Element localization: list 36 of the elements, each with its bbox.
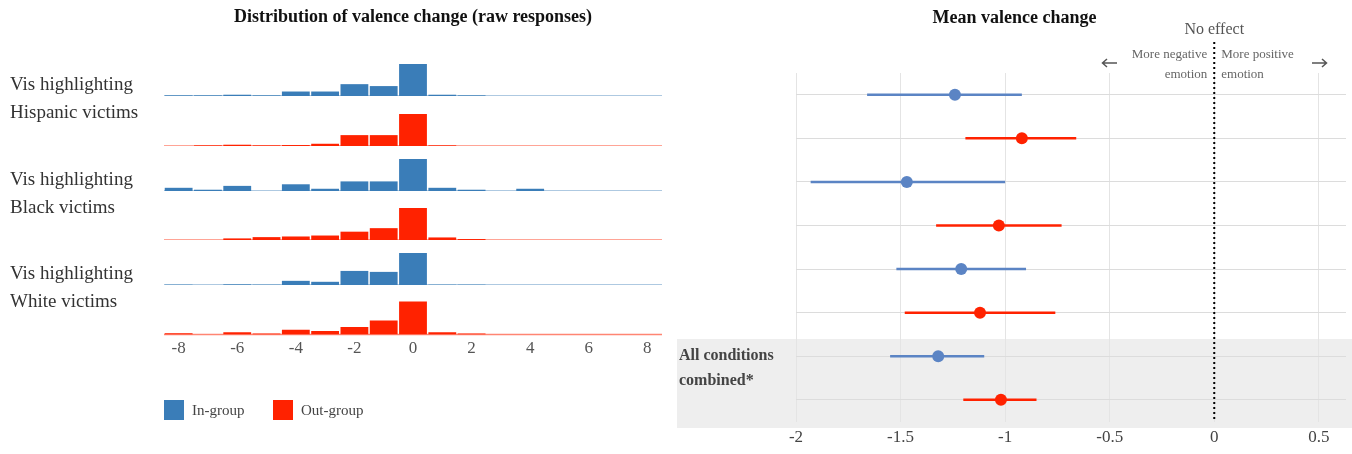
annotation: More negative emotion xyxy=(1131,46,1208,82)
bar xyxy=(252,237,281,240)
bar xyxy=(516,188,545,191)
x-tick-label: 0 xyxy=(408,338,418,358)
chart-title: Distribution of valence change (raw responses) xyxy=(232,6,594,27)
legend-label: Out-group xyxy=(301,401,364,419)
point xyxy=(955,263,968,276)
x-tick-label: 2 xyxy=(467,338,476,358)
x-tick-label: -1 xyxy=(998,427,1013,447)
x-tick-label: 0.5 xyxy=(1308,427,1330,447)
chart-title: Mean valence change xyxy=(932,6,1097,27)
x-tick-label: -2 xyxy=(347,338,362,358)
text: All conditions combined* xyxy=(679,346,774,389)
point xyxy=(974,306,987,319)
x-tick-label: -6 xyxy=(230,338,245,358)
x-tick-label: 8 xyxy=(643,338,652,358)
y-axis-title: Vis highlighting Hispanic victims xyxy=(10,72,140,124)
x-tick-label: 0 xyxy=(1210,427,1219,447)
point xyxy=(948,88,961,101)
point xyxy=(992,219,1005,232)
x-tick-label: 6 xyxy=(584,338,594,358)
x-tick-label: -0.5 xyxy=(1096,427,1124,447)
x-tick-label: -8 xyxy=(171,338,186,358)
x-tick-label: 4 xyxy=(525,338,535,358)
legend-label: In-group xyxy=(192,401,245,419)
point xyxy=(1015,132,1028,145)
annotation: More positive emotion xyxy=(1221,46,1295,82)
point xyxy=(900,175,913,188)
x-tick-label: -1.5 xyxy=(887,427,915,447)
x-tick-label: -4 xyxy=(288,338,304,358)
y-axis-title: Vis highlighting Black victims xyxy=(10,167,134,219)
ref-line-label: No effect xyxy=(1184,20,1245,38)
y-axis-title: Vis highlighting White victims xyxy=(10,261,134,313)
point xyxy=(994,393,1007,406)
x-tick-label: -2 xyxy=(788,427,804,447)
point xyxy=(932,350,945,363)
